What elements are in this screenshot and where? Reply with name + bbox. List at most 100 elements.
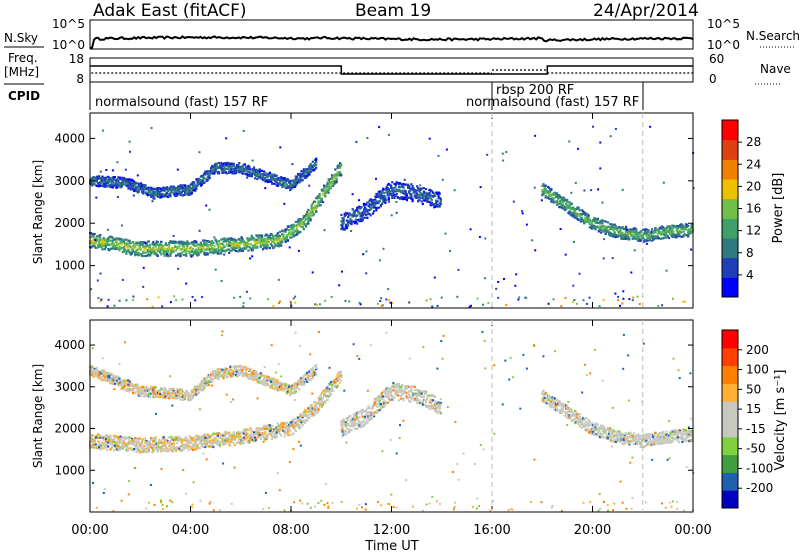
data-cell: [127, 187, 130, 190]
data-cell: [262, 175, 265, 178]
data-cell: [634, 233, 637, 236]
data-cell: [249, 257, 252, 260]
data-cell: [189, 246, 192, 249]
data-cell: [361, 213, 364, 216]
data-cell: [319, 303, 321, 306]
data-cell: [250, 173, 253, 176]
data-cell: [110, 181, 113, 184]
data-cell: [641, 234, 645, 237]
data-cell: [316, 303, 319, 306]
data-cell: [623, 233, 626, 236]
data-cell: [387, 288, 390, 291]
data-cell: [181, 298, 184, 301]
data-cell: [264, 178, 267, 181]
data-cell: [648, 239, 651, 242]
data-cell: [309, 405, 312, 408]
data-cell: [304, 176, 308, 179]
data-cell: [146, 448, 149, 451]
data-cell: [319, 394, 322, 397]
data-cell: [295, 233, 299, 236]
data-cell: [390, 190, 393, 193]
data-cell: [630, 231, 633, 234]
data-cell: [103, 437, 106, 440]
data-cell: [503, 278, 505, 280]
data-cell: [388, 299, 391, 302]
data-cell: [402, 192, 405, 195]
data-cell: [177, 252, 180, 256]
data-cell: [340, 213, 343, 217]
data-cell: [326, 386, 329, 389]
data-cell: [353, 212, 356, 215]
data-cell: [249, 297, 252, 300]
data-cell: [341, 270, 343, 273]
data-cell: [153, 194, 156, 197]
data-cell: [169, 254, 172, 257]
data-cell: [336, 384, 339, 387]
data-cell: [619, 228, 622, 231]
data-cell: [200, 174, 204, 178]
data-cell: [671, 228, 674, 231]
data-cell: [319, 197, 322, 200]
data-cell: [617, 295, 620, 298]
data-cell: [151, 305, 154, 308]
data-cell: [315, 160, 318, 164]
data-cell: [181, 448, 184, 451]
data-cell: [250, 175, 253, 178]
data-cell: [134, 185, 137, 188]
data-cell: [609, 135, 612, 138]
data-cell: [613, 233, 616, 236]
data-cell: [239, 435, 242, 438]
data-cell: [666, 229, 669, 232]
data-cell: [656, 235, 659, 239]
data-cell: [203, 251, 206, 254]
data-cell: [129, 150, 131, 153]
data-cell: [141, 185, 144, 188]
data-cell: [194, 440, 197, 443]
data-cell: [259, 245, 262, 248]
data-cell: [636, 238, 639, 241]
data-cell: [202, 174, 205, 177]
data-cell: [302, 414, 305, 417]
data-cell: [216, 439, 219, 442]
data-cell: [370, 206, 373, 209]
data-cell: [103, 248, 106, 251]
data-cell: [336, 166, 339, 169]
data-cell: [609, 231, 612, 234]
data-cell: [267, 432, 270, 435]
data-cell: [171, 241, 174, 244]
data-cell: [190, 255, 193, 258]
data-cell: [162, 244, 165, 247]
data-cell: [603, 227, 606, 230]
data-cell: [238, 440, 241, 444]
data-cell: [275, 429, 278, 433]
data-cell: [104, 379, 107, 382]
data-cell: [177, 190, 180, 193]
data-cell: [101, 175, 104, 178]
data-cell: [241, 437, 244, 440]
data-cell: [641, 236, 645, 239]
data-cell: [429, 194, 432, 197]
data-cell: [185, 254, 188, 257]
data-cell: [621, 237, 624, 240]
data-cell: [233, 296, 236, 299]
data-cell: [138, 437, 141, 440]
nave-label: Nave: [760, 62, 791, 76]
data-cell: [180, 240, 183, 243]
data-cell: [129, 447, 132, 450]
data-cell: [139, 253, 143, 256]
data-cell: [262, 242, 265, 245]
data-cell: [577, 147, 579, 150]
data-cell: [124, 168, 127, 171]
data-cell: [629, 228, 632, 231]
data-cell: [125, 448, 128, 451]
data-cell: [249, 435, 252, 438]
data-cell: [394, 183, 397, 186]
data-cell: [163, 438, 166, 441]
data-cell: [282, 235, 285, 238]
data-cell: [219, 252, 222, 255]
data-cell: [369, 203, 372, 206]
data-cell: [128, 244, 131, 247]
data-cell: [120, 185, 123, 188]
data-cell: [194, 244, 197, 248]
data-cell: [200, 243, 204, 246]
